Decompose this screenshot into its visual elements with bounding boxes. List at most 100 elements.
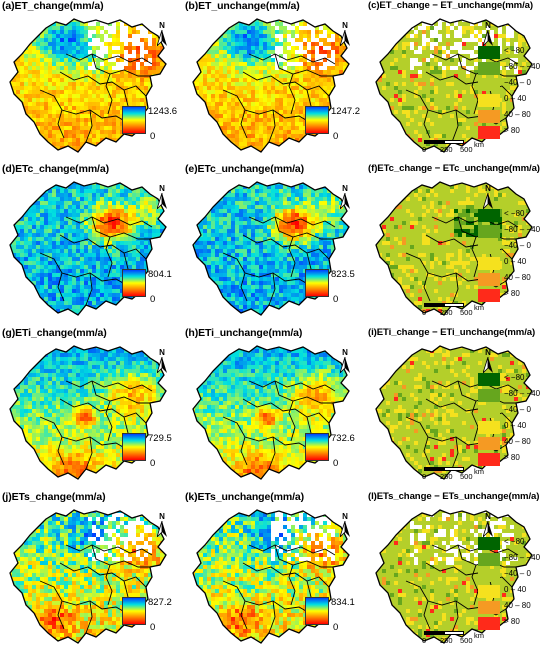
scale-bar-tick-label: 0 bbox=[422, 472, 426, 481]
legend-label: < −80 bbox=[504, 46, 524, 55]
province-border bbox=[274, 544, 333, 568]
province-border bbox=[431, 53, 519, 65]
province-border bbox=[91, 544, 150, 568]
map bbox=[9, 181, 167, 316]
map-panel: (f)ETc_change − ETc_unchange(mm/a) N < −80… bbox=[366, 163, 549, 326]
colorbar-max-label: 823.5 bbox=[331, 269, 355, 280]
scale-bar-tick-label: 250 bbox=[440, 636, 453, 645]
panel-title: (e)ETc_unchange(mm/a) bbox=[185, 163, 304, 175]
map-panel: (e)ETc_unchange(mm/a) N 823.5 0 bbox=[183, 163, 366, 326]
legend-swatch bbox=[478, 241, 500, 254]
province-border bbox=[248, 216, 336, 228]
map bbox=[192, 345, 350, 480]
region-outline bbox=[375, 18, 533, 153]
colorbar bbox=[122, 597, 146, 625]
province-border bbox=[240, 109, 248, 139]
legend-label: > 80 bbox=[504, 453, 520, 462]
scale-bar-segment bbox=[424, 140, 444, 144]
province-border bbox=[57, 109, 65, 139]
colorbar bbox=[305, 433, 329, 461]
north-letter: N bbox=[156, 22, 168, 30]
north-arrow-icon: N bbox=[156, 185, 168, 209]
province-border bbox=[91, 380, 150, 404]
province-border bbox=[274, 53, 333, 77]
scale-bar-tick-label: 250 bbox=[440, 308, 453, 317]
scale-bar: 0 250 500 km bbox=[422, 303, 504, 321]
province-border bbox=[268, 436, 276, 470]
scale-bar-tick-label: 500 bbox=[460, 472, 473, 481]
province-border bbox=[248, 544, 336, 556]
province-border bbox=[65, 216, 153, 228]
province-border bbox=[57, 436, 65, 466]
province-border bbox=[451, 436, 459, 470]
map-panel: (c)ET_change − ET_unchange(mm/a) N < −80 −8… bbox=[366, 0, 549, 163]
legend-label: −40 – 0 bbox=[504, 241, 531, 250]
panel-title: (f)ETc_change − ETc_unchange(mm/a) bbox=[368, 163, 540, 174]
panel-title: (g)ETi_change(mm/a) bbox=[2, 327, 107, 339]
map bbox=[9, 345, 167, 480]
legend-swatch bbox=[478, 62, 500, 75]
colorbar-max-label: 827.2 bbox=[148, 597, 172, 608]
legend-label: 40 – 80 bbox=[504, 110, 531, 119]
colorbar-min-label: 0 bbox=[150, 131, 155, 142]
legend-label: −80 – −40 bbox=[504, 62, 540, 71]
north-letter: N bbox=[482, 349, 494, 357]
north-letter: N bbox=[482, 185, 494, 193]
legend-label: −40 – 0 bbox=[504, 78, 531, 87]
colorbar-max-label: 732.6 bbox=[331, 433, 355, 444]
legend-swatch bbox=[478, 209, 500, 222]
province-border bbox=[471, 564, 479, 606]
colorbar-min-label: 0 bbox=[150, 458, 155, 469]
scale-bar-tick-label: 0 bbox=[422, 636, 426, 645]
scale-bar-tick-label: 0 bbox=[422, 145, 426, 154]
province-border bbox=[65, 380, 153, 392]
colorbar bbox=[305, 269, 329, 297]
map-panel: (a)ET_change(mm/a) N 1243.6 0 bbox=[0, 0, 183, 163]
legend-label: −80 – −40 bbox=[504, 553, 540, 562]
province-border bbox=[451, 600, 459, 634]
province-border bbox=[425, 562, 513, 588]
province-border bbox=[105, 400, 113, 442]
scale-bar: 0 250 500 km bbox=[422, 467, 504, 485]
province-border bbox=[242, 234, 330, 260]
colorbar-min-label: 0 bbox=[333, 622, 338, 633]
legend-swatch bbox=[478, 437, 500, 450]
north-letter: N bbox=[339, 513, 351, 521]
panel-title: (l)ETs_change − ETs_unchange(mm/a) bbox=[368, 491, 539, 502]
colorbar-max-label: 804.1 bbox=[148, 269, 172, 280]
map-panel: (b)ET_unchange(mm/a) N 1247.2 0 bbox=[183, 0, 366, 163]
scale-bar-tick-label: 0 bbox=[422, 308, 426, 317]
scale-bar-segment bbox=[424, 631, 444, 635]
legend-label: 0 – 40 bbox=[504, 585, 526, 594]
province-border bbox=[423, 109, 431, 139]
scale-bar-tick-label: 250 bbox=[440, 472, 453, 481]
map bbox=[192, 18, 350, 153]
province-border bbox=[425, 71, 513, 97]
legend-label: 0 – 40 bbox=[504, 421, 526, 430]
province-border bbox=[242, 562, 330, 588]
region-outline bbox=[375, 345, 533, 480]
map-panel: (l)ETs_change − ETs_unchange(mm/a) N < −80… bbox=[366, 491, 549, 654]
scale-bar-unit: km bbox=[474, 631, 484, 640]
province-border bbox=[242, 71, 330, 97]
north-arrow-icon: N bbox=[339, 185, 351, 209]
north-arrow-icon: N bbox=[482, 349, 494, 373]
legend-label: > 80 bbox=[504, 289, 520, 298]
north-arrow-icon: N bbox=[482, 185, 494, 209]
province-border bbox=[268, 272, 276, 306]
legend-swatch bbox=[478, 585, 500, 598]
province-border bbox=[65, 53, 153, 65]
colorbar-max-label: 1243.6 bbox=[148, 106, 177, 117]
north-letter: N bbox=[339, 349, 351, 357]
legend-label: −80 – −40 bbox=[504, 225, 540, 234]
scale-bar: 0 250 500 km bbox=[422, 631, 504, 649]
legend-label: > 80 bbox=[504, 617, 520, 626]
legend-label: < −80 bbox=[504, 373, 524, 382]
province-border bbox=[423, 600, 431, 630]
province-border bbox=[57, 600, 65, 630]
legend-label: 0 – 40 bbox=[504, 257, 526, 266]
scale-bar-segment bbox=[444, 467, 464, 471]
colorbar-min-label: 0 bbox=[333, 458, 338, 469]
panel-title: (d)ETc_change(mm/a) bbox=[2, 163, 109, 175]
legend-swatch bbox=[478, 126, 500, 139]
